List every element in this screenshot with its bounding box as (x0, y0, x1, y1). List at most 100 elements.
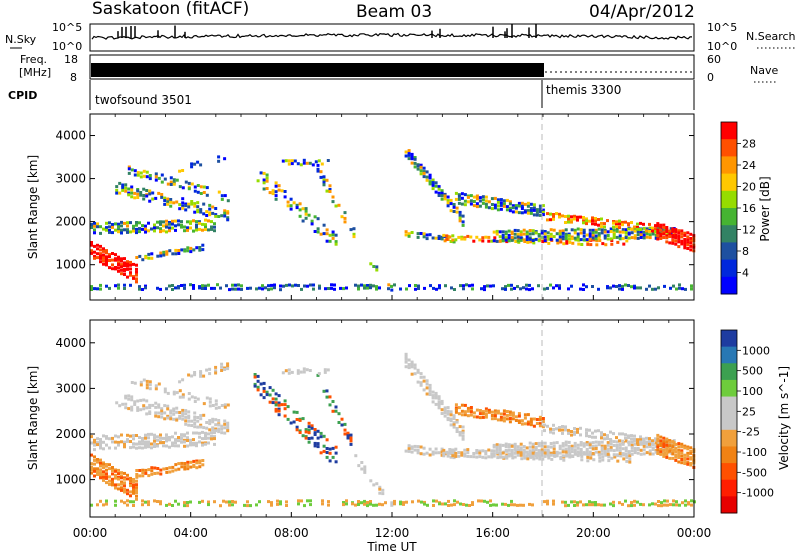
echo-cell (431, 396, 435, 400)
echo-cell (684, 287, 687, 291)
echo-cell (576, 446, 580, 450)
echo-cell (564, 440, 568, 444)
echo-cell (552, 217, 555, 221)
echo-cell (525, 235, 529, 239)
echo-cell (654, 227, 657, 231)
echo-cell (671, 452, 675, 456)
echo-cell (570, 218, 573, 222)
echo-cell (126, 228, 129, 232)
echo-cell (624, 236, 628, 239)
echo-cell (434, 394, 438, 397)
echo-cell (93, 474, 96, 478)
echo-cell (211, 205, 215, 209)
echo-cell (585, 233, 589, 237)
echo-cell (422, 446, 426, 450)
echo-cell (129, 500, 132, 504)
echo-cell (169, 409, 173, 413)
echo-cell (172, 182, 176, 186)
echo-cell (657, 286, 660, 290)
echo-cell (90, 226, 93, 229)
echo-cell (606, 443, 610, 447)
echo-cell (478, 238, 482, 242)
echo-cell (490, 417, 494, 421)
echo-cell (561, 444, 565, 448)
echo-cell (304, 209, 308, 213)
echo-cell (669, 451, 673, 455)
echo-cell (328, 451, 332, 455)
echo-cell (469, 199, 473, 203)
echo-cell (648, 230, 651, 233)
echo-cell (133, 400, 137, 404)
echo-cell (357, 287, 360, 291)
echo-cell (588, 453, 592, 457)
echo-cell (281, 159, 285, 163)
echo-cell (120, 440, 123, 444)
echo-cell (633, 284, 636, 288)
echo-cell (612, 231, 616, 235)
echo-cell (126, 438, 129, 442)
echo-cell (168, 438, 171, 442)
echo-cell (217, 419, 221, 422)
echo-cell (195, 223, 198, 227)
echo-cell (226, 199, 230, 203)
velocity-y-axis-title: Slant Range [km] (26, 366, 40, 470)
echo-cell (184, 412, 188, 416)
echo-cell (508, 202, 512, 206)
echo-cell (205, 426, 209, 430)
echo-cell (222, 499, 225, 503)
echo-cell (124, 396, 128, 400)
echo-cell (460, 403, 464, 407)
echo-cell (214, 427, 218, 431)
echo-cell (223, 211, 227, 215)
echo-cell (181, 417, 185, 421)
echo-cell (195, 225, 198, 229)
echo-cell (211, 404, 215, 407)
echo-cell (636, 227, 639, 231)
echo-cell (525, 238, 529, 242)
echo-cell (513, 451, 517, 455)
echo-cell (683, 238, 687, 241)
echo-cell (455, 206, 459, 210)
echo-cell (405, 500, 408, 504)
echo-cell (431, 236, 435, 240)
echo-cell (120, 268, 123, 272)
echo-cell (189, 246, 193, 250)
echo-cell (675, 500, 678, 504)
echo-cell (402, 501, 405, 505)
echo-cell (172, 407, 176, 411)
echo-cell (217, 427, 221, 431)
echo-cell (674, 446, 678, 450)
echo-cell (168, 284, 171, 288)
echo-cell (564, 234, 568, 238)
echo-cell (99, 283, 102, 287)
echo-cell (132, 485, 135, 489)
echo-cell (325, 239, 329, 243)
echo-cell (535, 213, 539, 217)
echo-cell (633, 236, 637, 240)
echo-cell (522, 228, 526, 232)
echo-cell (428, 447, 432, 451)
echo-cell (226, 365, 230, 368)
echo-cell (665, 240, 669, 244)
echo-cell (322, 175, 326, 179)
echo-cell (597, 236, 601, 240)
echo-cell (580, 458, 584, 462)
echo-cell (180, 461, 184, 465)
echo-cell (307, 440, 311, 444)
echo-cell (493, 236, 497, 240)
echo-cell (360, 461, 364, 464)
echo-cell (214, 369, 218, 373)
echo-cell (175, 406, 179, 410)
echo-cell (169, 176, 173, 180)
echo-cell (378, 485, 382, 489)
echo-cell (671, 229, 675, 233)
echo-cell (138, 442, 141, 446)
echo-cell (561, 229, 565, 233)
echo-cell (96, 470, 99, 473)
echo-cell (434, 451, 438, 455)
echo-cell (96, 225, 99, 229)
echo-cell (532, 241, 536, 245)
echo-cell (579, 228, 583, 232)
echo-cell (413, 161, 417, 165)
colorbar-swatch (721, 496, 737, 514)
